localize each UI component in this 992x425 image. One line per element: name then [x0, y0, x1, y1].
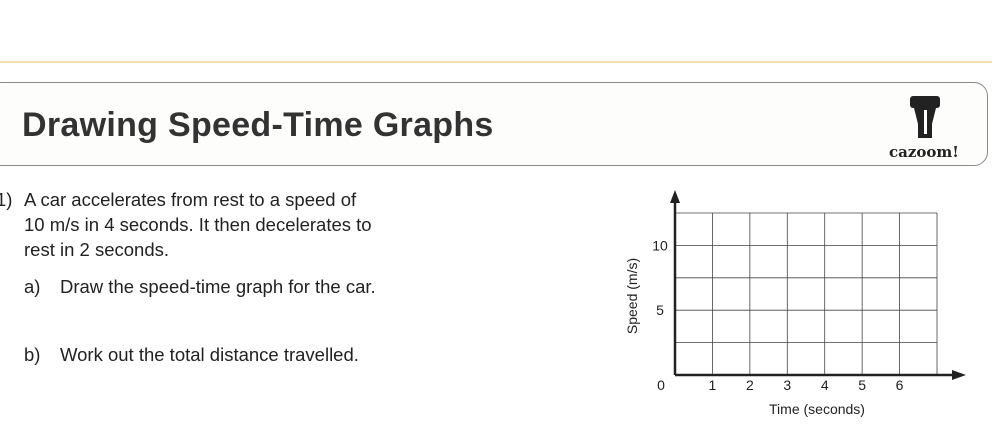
- x-tick-label: 4: [821, 377, 829, 393]
- logo: cazoom!: [889, 143, 959, 161]
- x-arrow: [952, 370, 966, 380]
- y-axis-label: Speed (m/s): [624, 258, 640, 334]
- part-label: b): [24, 344, 41, 365]
- x-tick-label: 3: [783, 377, 791, 393]
- y-tick-label: 5: [656, 302, 664, 318]
- title-box: [0, 82, 988, 166]
- x-tick-label: 5: [858, 377, 866, 393]
- x-tick-label: 6: [896, 377, 904, 393]
- y-tick-label: 10: [652, 237, 668, 253]
- title: Drawing Speed-Time Graphs: [22, 106, 494, 144]
- part-text: Draw the speed-time graph for the car.: [60, 276, 376, 297]
- divider: [0, 61, 992, 63]
- logo-icon: [910, 96, 940, 138]
- y-arrow: [670, 190, 680, 203]
- question-text: 10 m/s in 4 seconds. It then decelerates…: [24, 214, 372, 235]
- x-axis-label: Time (seconds): [769, 401, 865, 417]
- question-text: A car accelerates from rest to a speed o…: [24, 189, 357, 210]
- question-number: 1): [0, 189, 13, 210]
- part-text: Work out the total distance travelled.: [60, 344, 359, 365]
- question-text: rest in 2 seconds.: [24, 239, 169, 260]
- x-tick-label: 2: [746, 377, 754, 393]
- part-label: a): [24, 276, 41, 297]
- origin-label: 0: [657, 377, 665, 393]
- x-tick-label: 1: [709, 377, 717, 393]
